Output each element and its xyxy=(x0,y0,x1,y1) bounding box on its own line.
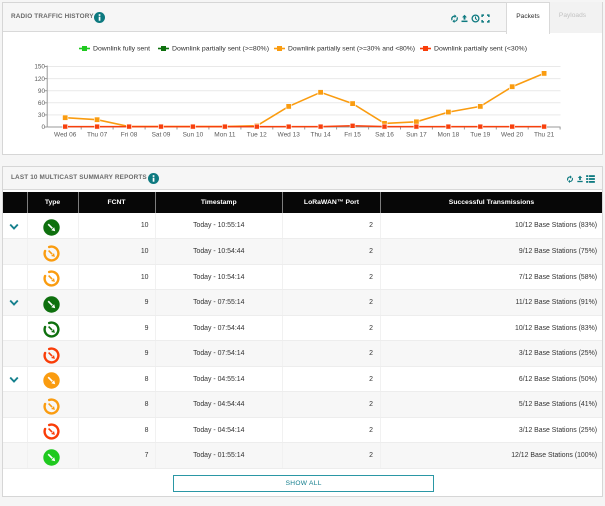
svg-text:30: 30 xyxy=(38,112,46,119)
svg-text:Thu 21: Thu 21 xyxy=(534,132,555,139)
svg-text:Downlink partially sent (<30%): Downlink partially sent (<30%) xyxy=(434,46,527,53)
svg-text:Downlink partially sent (>=80%: Downlink partially sent (>=80%) xyxy=(172,46,269,53)
svg-text:Wed 20: Wed 20 xyxy=(501,132,524,139)
svg-text:Mon 18: Mon 18 xyxy=(438,132,460,139)
svg-text:Sat 09: Sat 09 xyxy=(152,132,171,139)
svg-text:Tue 12: Tue 12 xyxy=(247,132,267,139)
svg-text:Sun 10: Sun 10 xyxy=(183,132,204,139)
svg-text:0: 0 xyxy=(41,124,45,131)
svg-text:Thu 14: Thu 14 xyxy=(310,132,331,139)
svg-text:Fri 15: Fri 15 xyxy=(344,132,361,139)
svg-text:Wed 13: Wed 13 xyxy=(278,132,301,139)
svg-text:Downlink fully sent: Downlink fully sent xyxy=(93,46,150,53)
svg-text:Fri 08: Fri 08 xyxy=(121,132,138,139)
svg-text:Downlink partially sent (>=30%: Downlink partially sent (>=30% and <80%) xyxy=(288,46,415,53)
svg-text:150: 150 xyxy=(34,64,45,71)
svg-text:Sat 16: Sat 16 xyxy=(375,132,394,139)
svg-text:Wed 06: Wed 06 xyxy=(54,132,77,139)
svg-text:Tue 19: Tue 19 xyxy=(470,132,490,139)
svg-text:Sun 17: Sun 17 xyxy=(406,132,427,139)
svg-text:Thu 07: Thu 07 xyxy=(87,132,108,139)
svg-text:Mon 11: Mon 11 xyxy=(214,132,236,139)
svg-text:60: 60 xyxy=(38,100,46,107)
svg-text:120: 120 xyxy=(34,76,45,83)
svg-text:90: 90 xyxy=(38,88,46,95)
